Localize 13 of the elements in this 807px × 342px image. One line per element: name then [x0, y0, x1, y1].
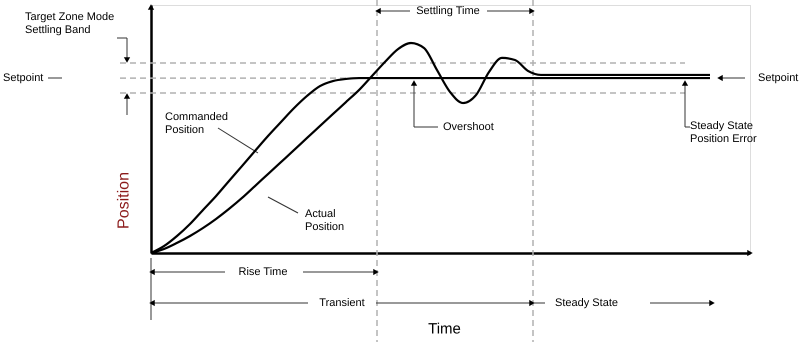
text: Target Zone Mode Settling Band	[25, 11, 114, 36]
annotation: Overshoot	[443, 121, 494, 133]
text: Transient	[319, 297, 365, 309]
text: Settling Time	[416, 5, 480, 17]
annotation: Actual Position	[305, 208, 344, 233]
annotation: Steady State Position Error	[690, 120, 757, 145]
text: Setpoint	[758, 72, 798, 84]
text: Steady State	[555, 297, 618, 309]
annotation: Commanded Position	[165, 111, 228, 136]
text: Setpoint	[3, 72, 44, 84]
x-axis-title: Time	[428, 320, 461, 338]
text: Rise Time	[238, 266, 288, 278]
y-axis-title: Position	[116, 172, 132, 229]
